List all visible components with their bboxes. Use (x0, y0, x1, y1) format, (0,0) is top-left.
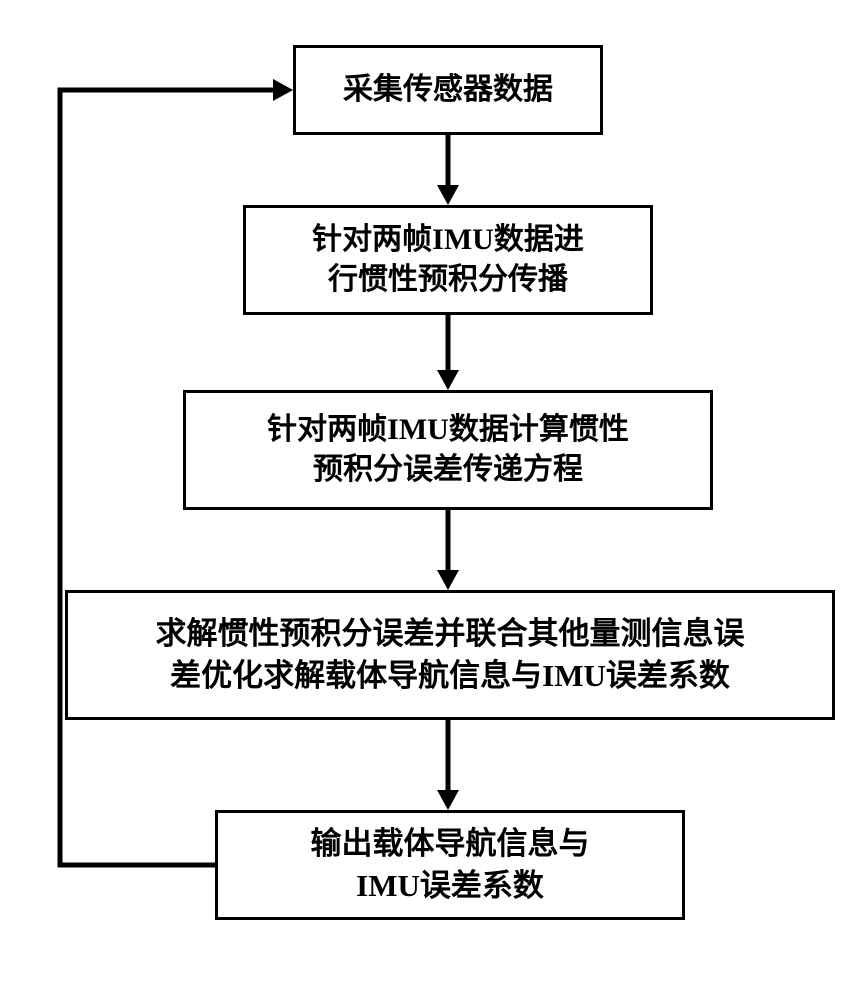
flow-node-n3: 针对两帧IMU数据计算惯性预积分误差传递方程 (183, 390, 713, 510)
flow-node-n2: 针对两帧IMU数据进行惯性预积分传播 (243, 205, 653, 315)
flow-node-n1: 采集传感器数据 (293, 45, 603, 135)
flow-node-n4: 求解惯性预积分误差并联合其他量测信息误差优化求解载体导航信息与IMU误差系数 (65, 590, 835, 720)
flow-node-n5: 输出载体导航信息与IMU误差系数 (215, 810, 685, 920)
